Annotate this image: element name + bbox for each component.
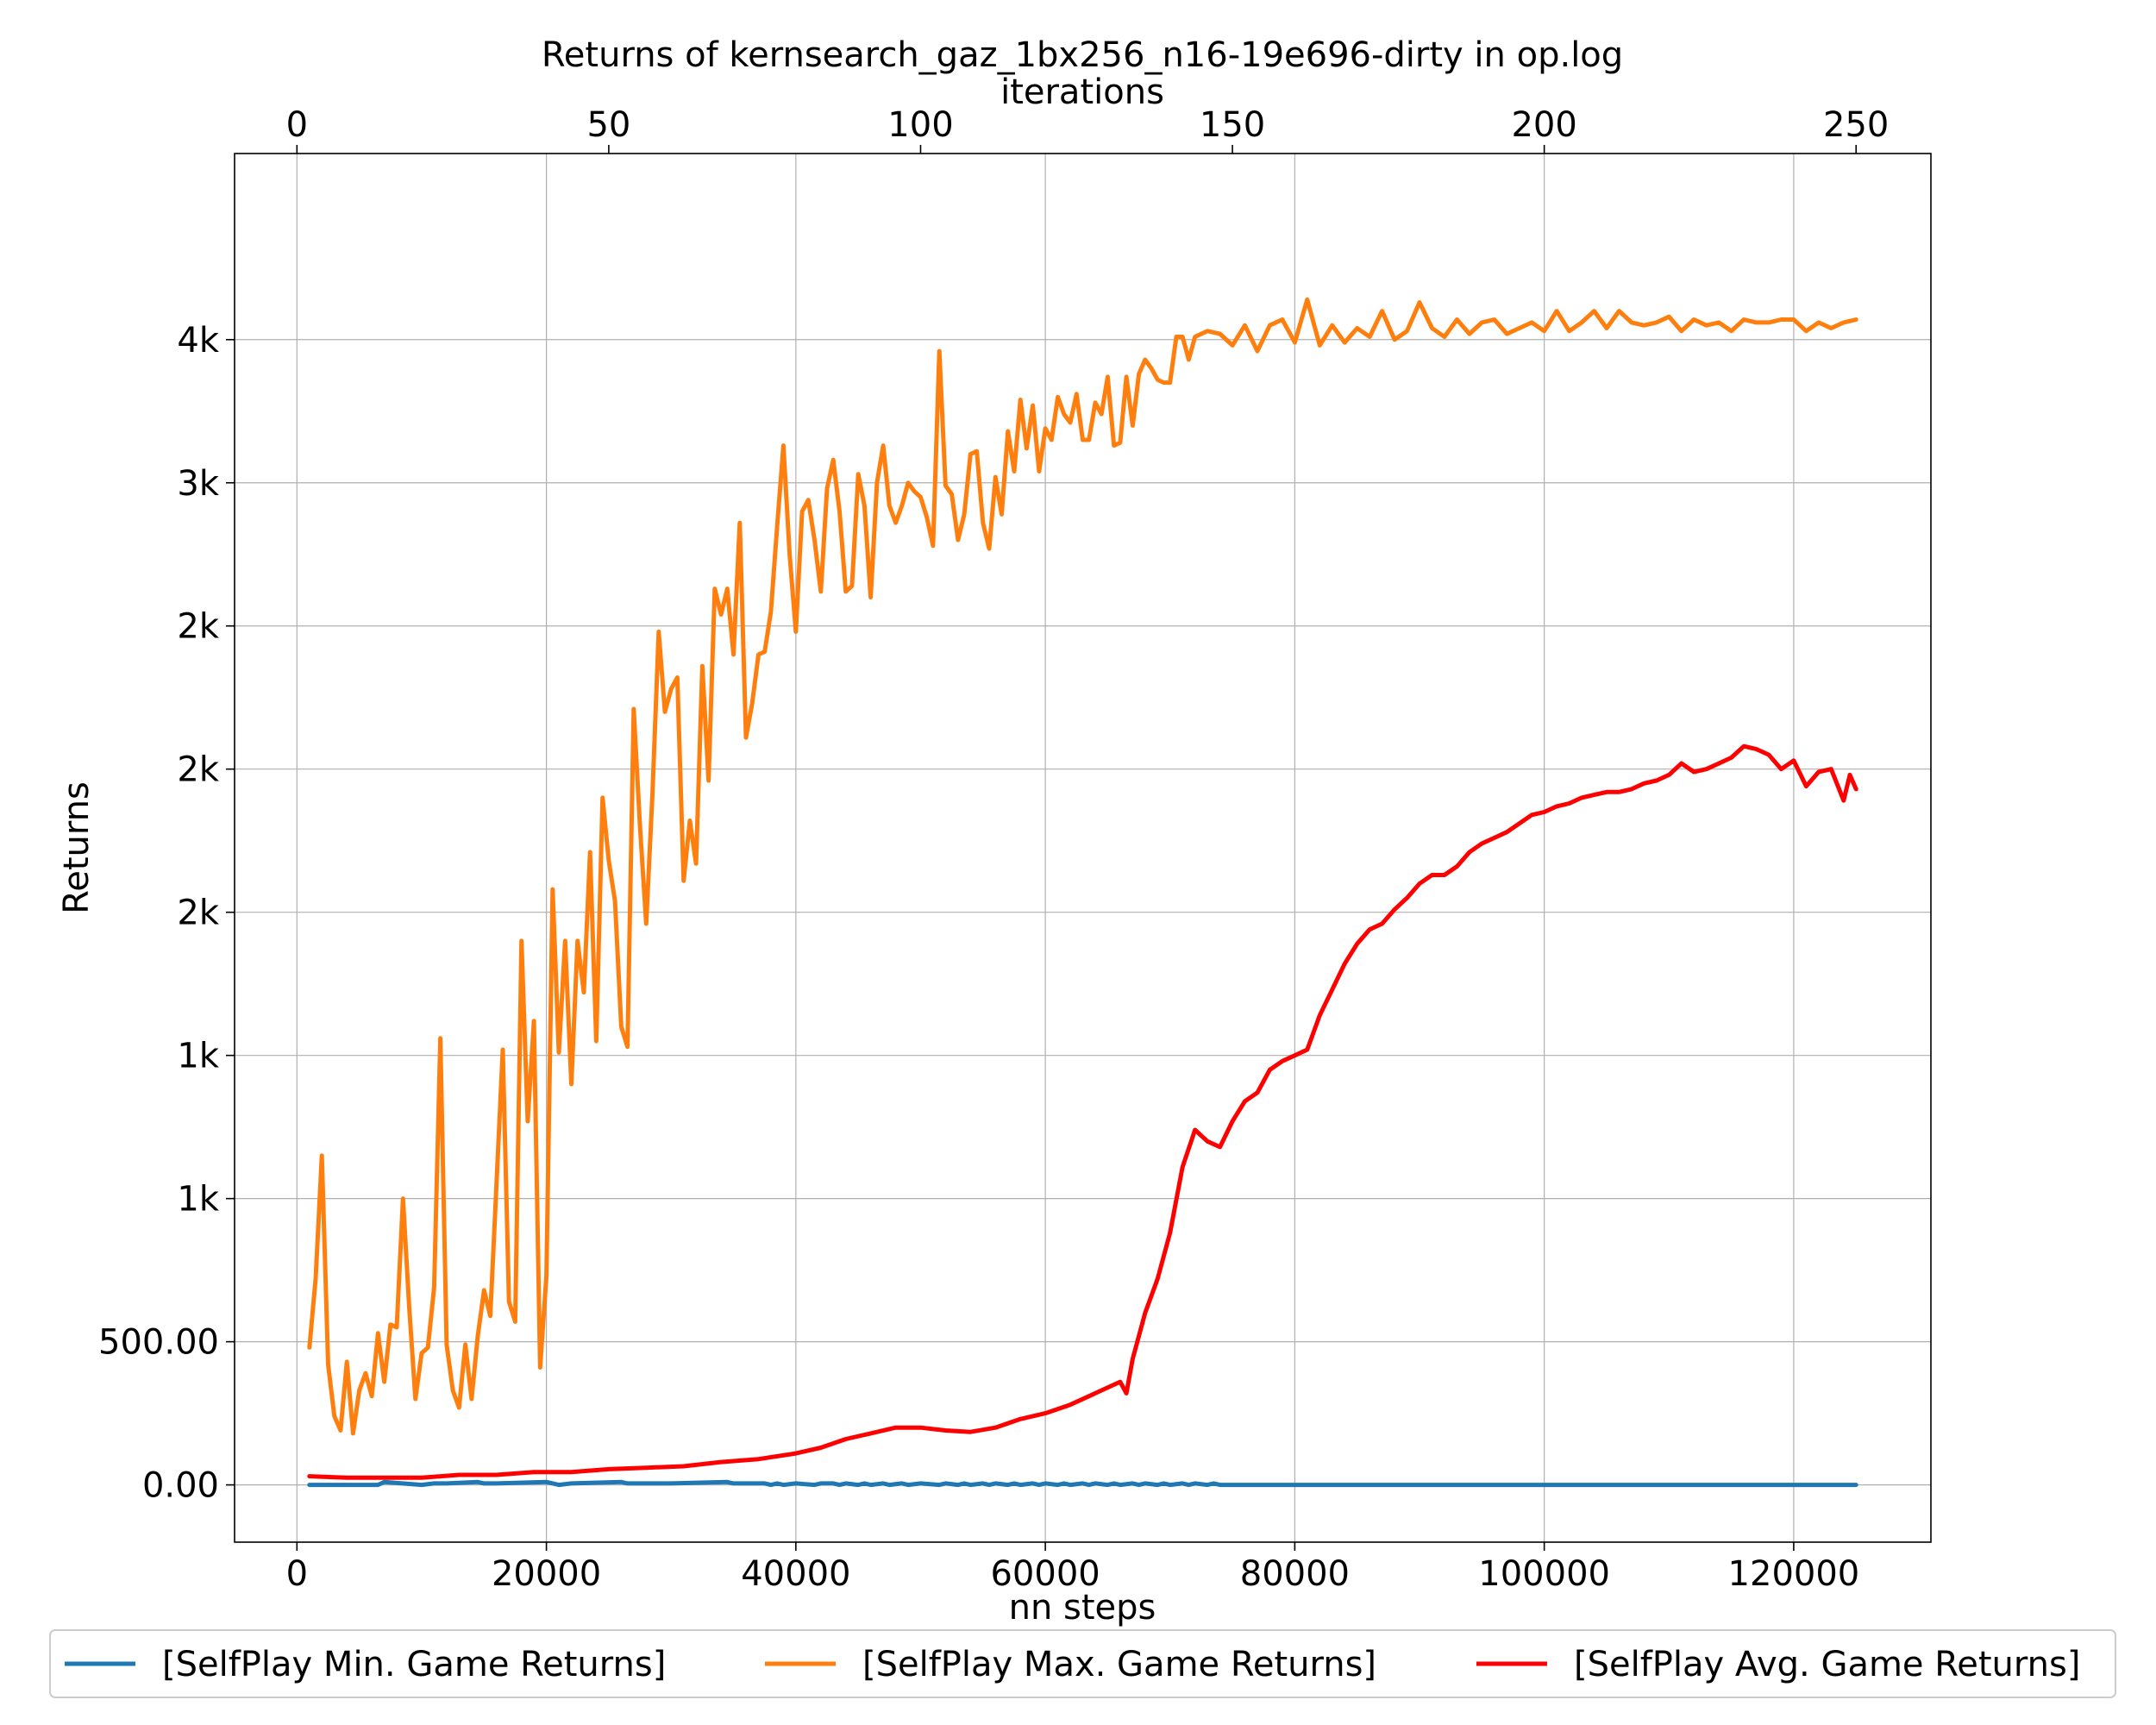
legend-label-max: [SelfPlay Max. Game Returns] bbox=[862, 1645, 1376, 1684]
axis-ticks: 0 20000 40000 60000 80000 100000 120000 0 50 100 1… bbox=[98, 105, 1889, 1594]
x-axis-label: nn steps bbox=[1009, 1588, 1156, 1628]
y-tick-label: 2k bbox=[177, 750, 219, 790]
legend-frame bbox=[49, 1629, 2116, 1698]
y-axis-label: Returns bbox=[57, 781, 97, 914]
x-tick-label: 120000 bbox=[1728, 1554, 1860, 1594]
x-tick-label: 40000 bbox=[741, 1554, 850, 1594]
chart-title: Returns of kernsearch_gaz_1bx256_n16-19e… bbox=[542, 35, 1623, 75]
x-tick-label: 80000 bbox=[1240, 1554, 1350, 1594]
series-lines bbox=[307, 297, 1858, 1488]
y-tick-label: 2k bbox=[177, 607, 219, 647]
series-avg-returns-line bbox=[307, 743, 1858, 1480]
x-tick-label: 100000 bbox=[1478, 1554, 1610, 1594]
legend: [SelfPlay Min. Game Returns] [SelfPlay M… bbox=[49, 1629, 2116, 1698]
y-tick-label: 500.00 bbox=[98, 1323, 219, 1363]
y-tick-label: 4k bbox=[177, 321, 219, 361]
top-tick-label: 200 bbox=[1511, 105, 1576, 145]
top-tick-label: 150 bbox=[1200, 105, 1265, 145]
series-max-returns-line bbox=[307, 297, 1858, 1436]
y-tick-label: 1k bbox=[177, 1037, 219, 1076]
series-min-returns-line bbox=[307, 1479, 1858, 1488]
top-axis-label: iterations bbox=[1000, 72, 1164, 112]
y-tick-label: 1k bbox=[177, 1180, 219, 1220]
grid bbox=[235, 154, 1931, 1542]
x-tick-label: 60000 bbox=[990, 1554, 1100, 1594]
y-tick-label: 2k bbox=[177, 894, 219, 933]
top-tick-label: 50 bbox=[586, 105, 630, 145]
y-tick-label: 0.00 bbox=[142, 1466, 219, 1506]
top-tick-label: 100 bbox=[887, 105, 953, 145]
x-tick-label: 0 bbox=[286, 1554, 308, 1594]
legend-label-avg: [SelfPlay Avg. Game Returns] bbox=[1574, 1645, 2080, 1684]
y-tick-label: 3k bbox=[177, 464, 219, 504]
legend-label-min: [SelfPlay Min. Game Returns] bbox=[162, 1645, 666, 1684]
x-tick-label: 20000 bbox=[492, 1554, 601, 1594]
top-tick-label: 0 bbox=[286, 105, 308, 145]
plot-area-frame bbox=[234, 153, 1932, 1543]
top-tick-label: 250 bbox=[1823, 105, 1889, 145]
